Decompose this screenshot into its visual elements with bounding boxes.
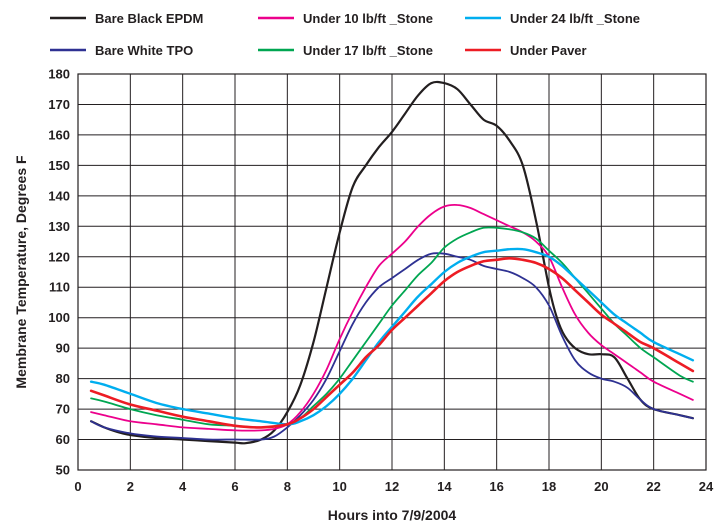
x-tick-label: 14 <box>437 479 452 494</box>
series-line-under-paver <box>89 257 695 429</box>
y-tick-label: 120 <box>48 249 70 264</box>
y-tick-label: 100 <box>48 310 70 325</box>
x-tick-label: 6 <box>231 479 238 494</box>
y-tick-label: 70 <box>56 402 70 417</box>
x-tick-label: 18 <box>542 479 556 494</box>
legend-label-under-24-lb-ft-stone: Under 24 lb/ft _Stone <box>510 11 640 26</box>
series-line-under-10-lb-ft-stone <box>90 203 694 432</box>
legend-label-bare-white-tpo: Bare White TPO <box>95 43 193 58</box>
legend-label-under-17-lb-ft-stone: Under 17 lb/ft _Stone <box>303 43 433 58</box>
x-tick-label: 0 <box>74 479 81 494</box>
y-tick-label: 90 <box>56 341 70 356</box>
series-line-bare-black-epdm <box>90 80 694 445</box>
y-tick-label: 140 <box>48 188 70 203</box>
series-line-under-24-lb-ft-stone <box>89 247 695 426</box>
y-tick-label: 150 <box>48 158 70 173</box>
x-tick-label: 16 <box>489 479 503 494</box>
legend-label-bare-black-epdm: Bare Black EPDM <box>95 11 203 26</box>
y-tick-label: 80 <box>56 371 70 386</box>
y-tick-label: 50 <box>56 463 70 478</box>
plot-frame <box>77 73 707 471</box>
x-tick-label: 20 <box>594 479 608 494</box>
y-tick-labels: 50 60 70 80 90 100 110 120 130 140 150 160 170 180 <box>48 67 70 478</box>
x-axis-title: Hours into 7/9/2004 <box>328 507 457 523</box>
y-tick-label: 170 <box>48 97 70 112</box>
y-tick-label: 110 <box>49 280 70 295</box>
x-tick-label: 2 <box>127 479 134 494</box>
x-tick-label: 12 <box>385 479 399 494</box>
legend: Bare Black EPDM Under 10 lb/ft _Stone Unde… <box>50 11 640 58</box>
x-tick-labels: 0 2 4 6 8 10 12 14 16 18 20 22 24 <box>74 479 714 494</box>
legend-label-under-10-lb-ft-stone: Under 10 lb/ft _Stone <box>303 11 433 26</box>
y-axis-title: Membrane Temperature, Degrees F <box>13 155 29 389</box>
y-tick-label: 160 <box>48 127 70 142</box>
series-line-bare-white-tpo <box>90 252 694 441</box>
x-tick-label: 24 <box>699 479 714 494</box>
legend-label-under-paver: Under Paver <box>510 43 587 58</box>
y-tick-label: 60 <box>56 432 70 447</box>
x-tick-label: 22 <box>646 479 660 494</box>
y-tick-label: 180 <box>48 67 70 82</box>
x-tick-label: 10 <box>332 479 346 494</box>
series-layer <box>89 80 695 445</box>
x-tick-label: 8 <box>284 479 291 494</box>
y-tick-label: 130 <box>48 219 70 234</box>
x-tick-label: 4 <box>179 479 187 494</box>
